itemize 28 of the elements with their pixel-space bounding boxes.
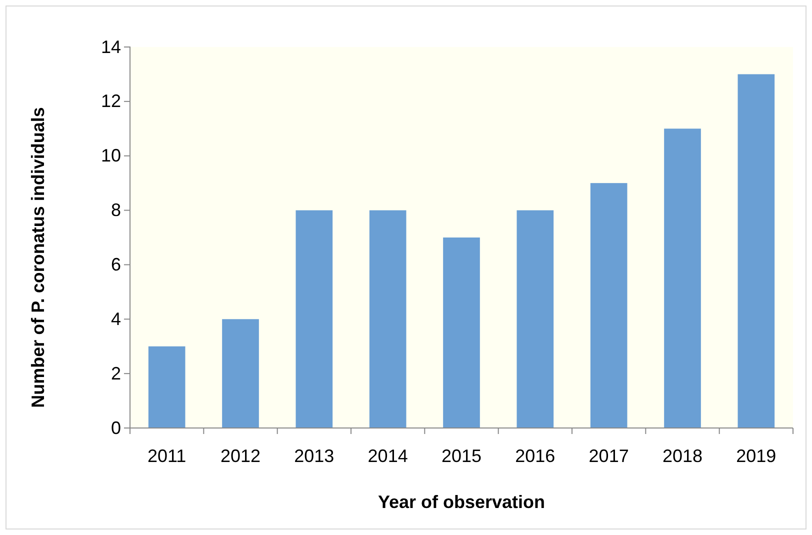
y-tick-label: 10 [100, 146, 121, 166]
bar [148, 346, 186, 428]
x-tick-label: 2018 [662, 446, 703, 466]
y-axis-title: Number of P. coronatus individuals [28, 107, 48, 408]
x-tick-label: 2016 [515, 446, 556, 466]
bar [664, 128, 701, 428]
bar [443, 238, 480, 428]
x-tick-label: 2013 [294, 446, 334, 466]
bar [369, 210, 406, 428]
y-tick-label: 4 [110, 308, 121, 329]
y-tick-label: 6 [110, 254, 121, 274]
x-tick-label: 2011 [147, 446, 186, 466]
bar [222, 319, 259, 428]
y-tick-label: 2 [110, 363, 121, 384]
bar [516, 210, 554, 428]
y-tick-label: 0 [110, 418, 121, 438]
bar [738, 74, 775, 428]
x-axis-title: Year of observation [378, 492, 546, 512]
x-tick-label: 2014 [368, 446, 408, 466]
bar [296, 210, 333, 428]
x-tick-label: 2019 [736, 446, 776, 466]
y-tick-label: 14 [100, 36, 121, 57]
x-tick-label: 2017 [588, 446, 629, 466]
x-tick-label: 2015 [441, 446, 482, 466]
y-tick-label: 12 [100, 91, 121, 112]
y-tick-label: 8 [110, 200, 121, 220]
x-tick-label: 2012 [220, 446, 261, 466]
bar [590, 183, 628, 428]
